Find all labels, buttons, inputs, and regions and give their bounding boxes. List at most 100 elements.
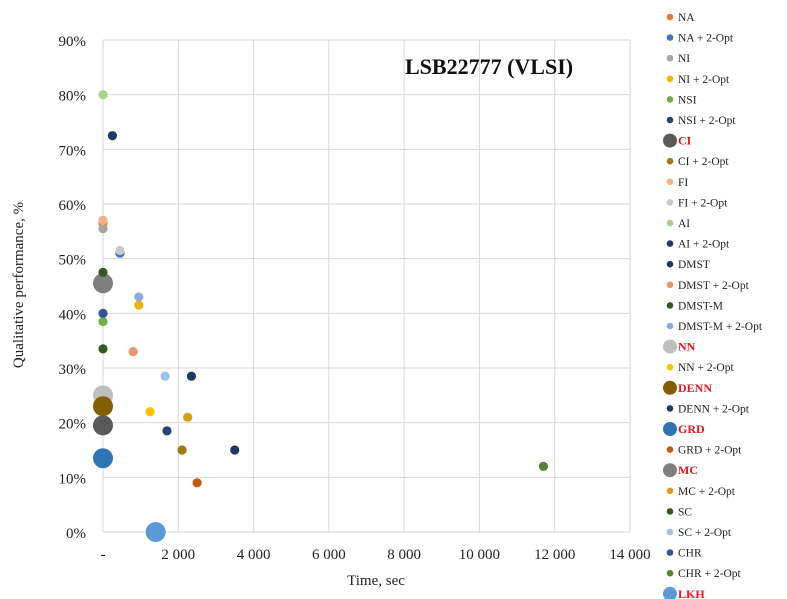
legend-label: DENN + 2-Opt: [678, 403, 750, 415]
data-point-29-1: [145, 522, 166, 542]
legend-marker: [666, 405, 674, 412]
legend-item: DMST + 2-Opt: [666, 280, 750, 292]
legend-marker: [666, 528, 674, 536]
legend-item: NA: [666, 12, 695, 24]
x-tick-label: 8 000: [387, 547, 421, 563]
data-point-4-1: [134, 300, 144, 310]
legend-item: DENN + 2-Opt: [666, 403, 750, 415]
legend-marker: [666, 240, 674, 247]
legend-item: GRD + 2-Opt: [666, 445, 742, 457]
y-tick-label: 50%: [59, 253, 87, 269]
legend-item: NN: [663, 339, 696, 354]
legend-item: GRD: [663, 422, 705, 436]
data-point-8-1: [177, 445, 187, 455]
chart-title: LSB22777 (VLSI): [405, 54, 573, 79]
legend-marker: [666, 281, 674, 289]
x-tick-label: 10 000: [459, 547, 500, 563]
data-point-10-1: [115, 245, 125, 256]
x-tick-label: 14 000: [609, 547, 650, 563]
x-tick-label: 2 000: [161, 547, 195, 563]
legend-label: AI: [678, 218, 690, 230]
y-tick-label: 30%: [59, 362, 87, 378]
legend-marker: [666, 157, 674, 165]
legend-label: DMST + 2-Opt: [678, 280, 750, 292]
legend-label: NN: [678, 340, 696, 354]
legend-label: CHR: [678, 548, 702, 560]
legend-marker: [666, 34, 674, 41]
data-point-27-1: [98, 308, 108, 318]
data-point-3-1: [98, 224, 108, 234]
y-tick-label: 40%: [59, 307, 87, 323]
legend: NA NA + 2-Opt NI NI + 2-Opt NSI NSI + 2-Opt CI…: [663, 12, 763, 599]
data-point-23-1: [93, 273, 113, 294]
legend-item: NSI + 2-Opt: [666, 115, 736, 127]
y-tick-label: 70%: [59, 143, 87, 159]
legend-item: FI + 2-Opt: [666, 197, 728, 209]
legend-label: FI + 2-Opt: [678, 197, 728, 209]
legend-label: FI: [678, 177, 688, 189]
legend-item: DMST-M: [666, 300, 723, 312]
legend-marker: [666, 116, 674, 124]
x-axis-title: Time, sec: [347, 573, 405, 589]
y-tick-label: 20%: [59, 417, 87, 433]
data-point-25-1: [98, 267, 108, 277]
legend-label: SC + 2-Opt: [678, 527, 732, 539]
legend-marker: [666, 508, 674, 515]
legend-marker: [663, 586, 677, 599]
legend-label: DMST-M: [678, 300, 723, 312]
x-tick-label: 6 000: [312, 547, 346, 563]
legend-item: NI: [666, 53, 690, 65]
legend-item: DMST: [666, 259, 710, 271]
legend-label: AI + 2-Opt: [678, 239, 730, 251]
legend-label: GRD + 2-Opt: [678, 445, 742, 457]
data-point-9-1: [98, 215, 108, 225]
legend-marker: [666, 199, 674, 206]
data-point-22-1: [192, 478, 202, 488]
legend-item: SC + 2-Opt: [666, 527, 732, 539]
legend-item: CHR + 2-Opt: [666, 568, 742, 580]
y-axis-title: Qualitative performance, %: [11, 202, 27, 368]
legend-marker: [666, 487, 674, 495]
legend-marker: [666, 446, 674, 453]
legend-item: MC: [663, 463, 698, 478]
legend-marker: [666, 302, 674, 309]
data-point-14-1: [128, 347, 138, 357]
data-point-11-1: [98, 90, 108, 100]
data-point-24-1: [183, 412, 193, 422]
y-tick-label: 80%: [59, 89, 87, 105]
data-point-28-1: [538, 461, 549, 471]
legend-marker: [666, 219, 674, 227]
legend-item: NSI: [666, 94, 697, 106]
legend-item: AI + 2-Opt: [666, 239, 730, 251]
legend-marker: [666, 260, 674, 268]
y-tick-label: 60%: [59, 198, 87, 214]
legend-label: NA + 2-Opt: [678, 33, 734, 45]
legend-label: DMST-M + 2-Opt: [678, 321, 763, 333]
legend-item: MC + 2-Opt: [666, 486, 736, 498]
legend-marker: [666, 569, 674, 577]
legend-label: CI: [678, 134, 692, 148]
legend-item: NN + 2-Opt: [666, 362, 734, 374]
data-point-26-1: [160, 371, 170, 381]
x-tick-label: 12 000: [534, 547, 575, 563]
legend-item: FI: [666, 177, 688, 189]
legend-marker: [666, 54, 674, 62]
y-tick-label: 10%: [59, 471, 87, 487]
data-point-13-1: [107, 131, 118, 141]
legend-label: NI: [678, 53, 690, 65]
data-point-7-1: [93, 415, 113, 436]
data-points: [93, 90, 549, 542]
legend-marker: [666, 96, 674, 103]
legend-marker: [663, 380, 677, 395]
grid-lines: [102, 39, 631, 533]
legend-item: CI: [663, 133, 692, 148]
legend-label: DENN: [678, 381, 712, 395]
data-point-6-1: [162, 426, 172, 436]
data-point-20-1: [230, 445, 240, 455]
legend-marker: [663, 463, 677, 478]
legend-item: CHR: [666, 548, 702, 560]
legend-marker: [666, 322, 674, 330]
legend-marker: [666, 549, 674, 556]
y-tick-label: 90%: [59, 34, 87, 50]
legend-label: CI + 2-Opt: [678, 156, 729, 168]
